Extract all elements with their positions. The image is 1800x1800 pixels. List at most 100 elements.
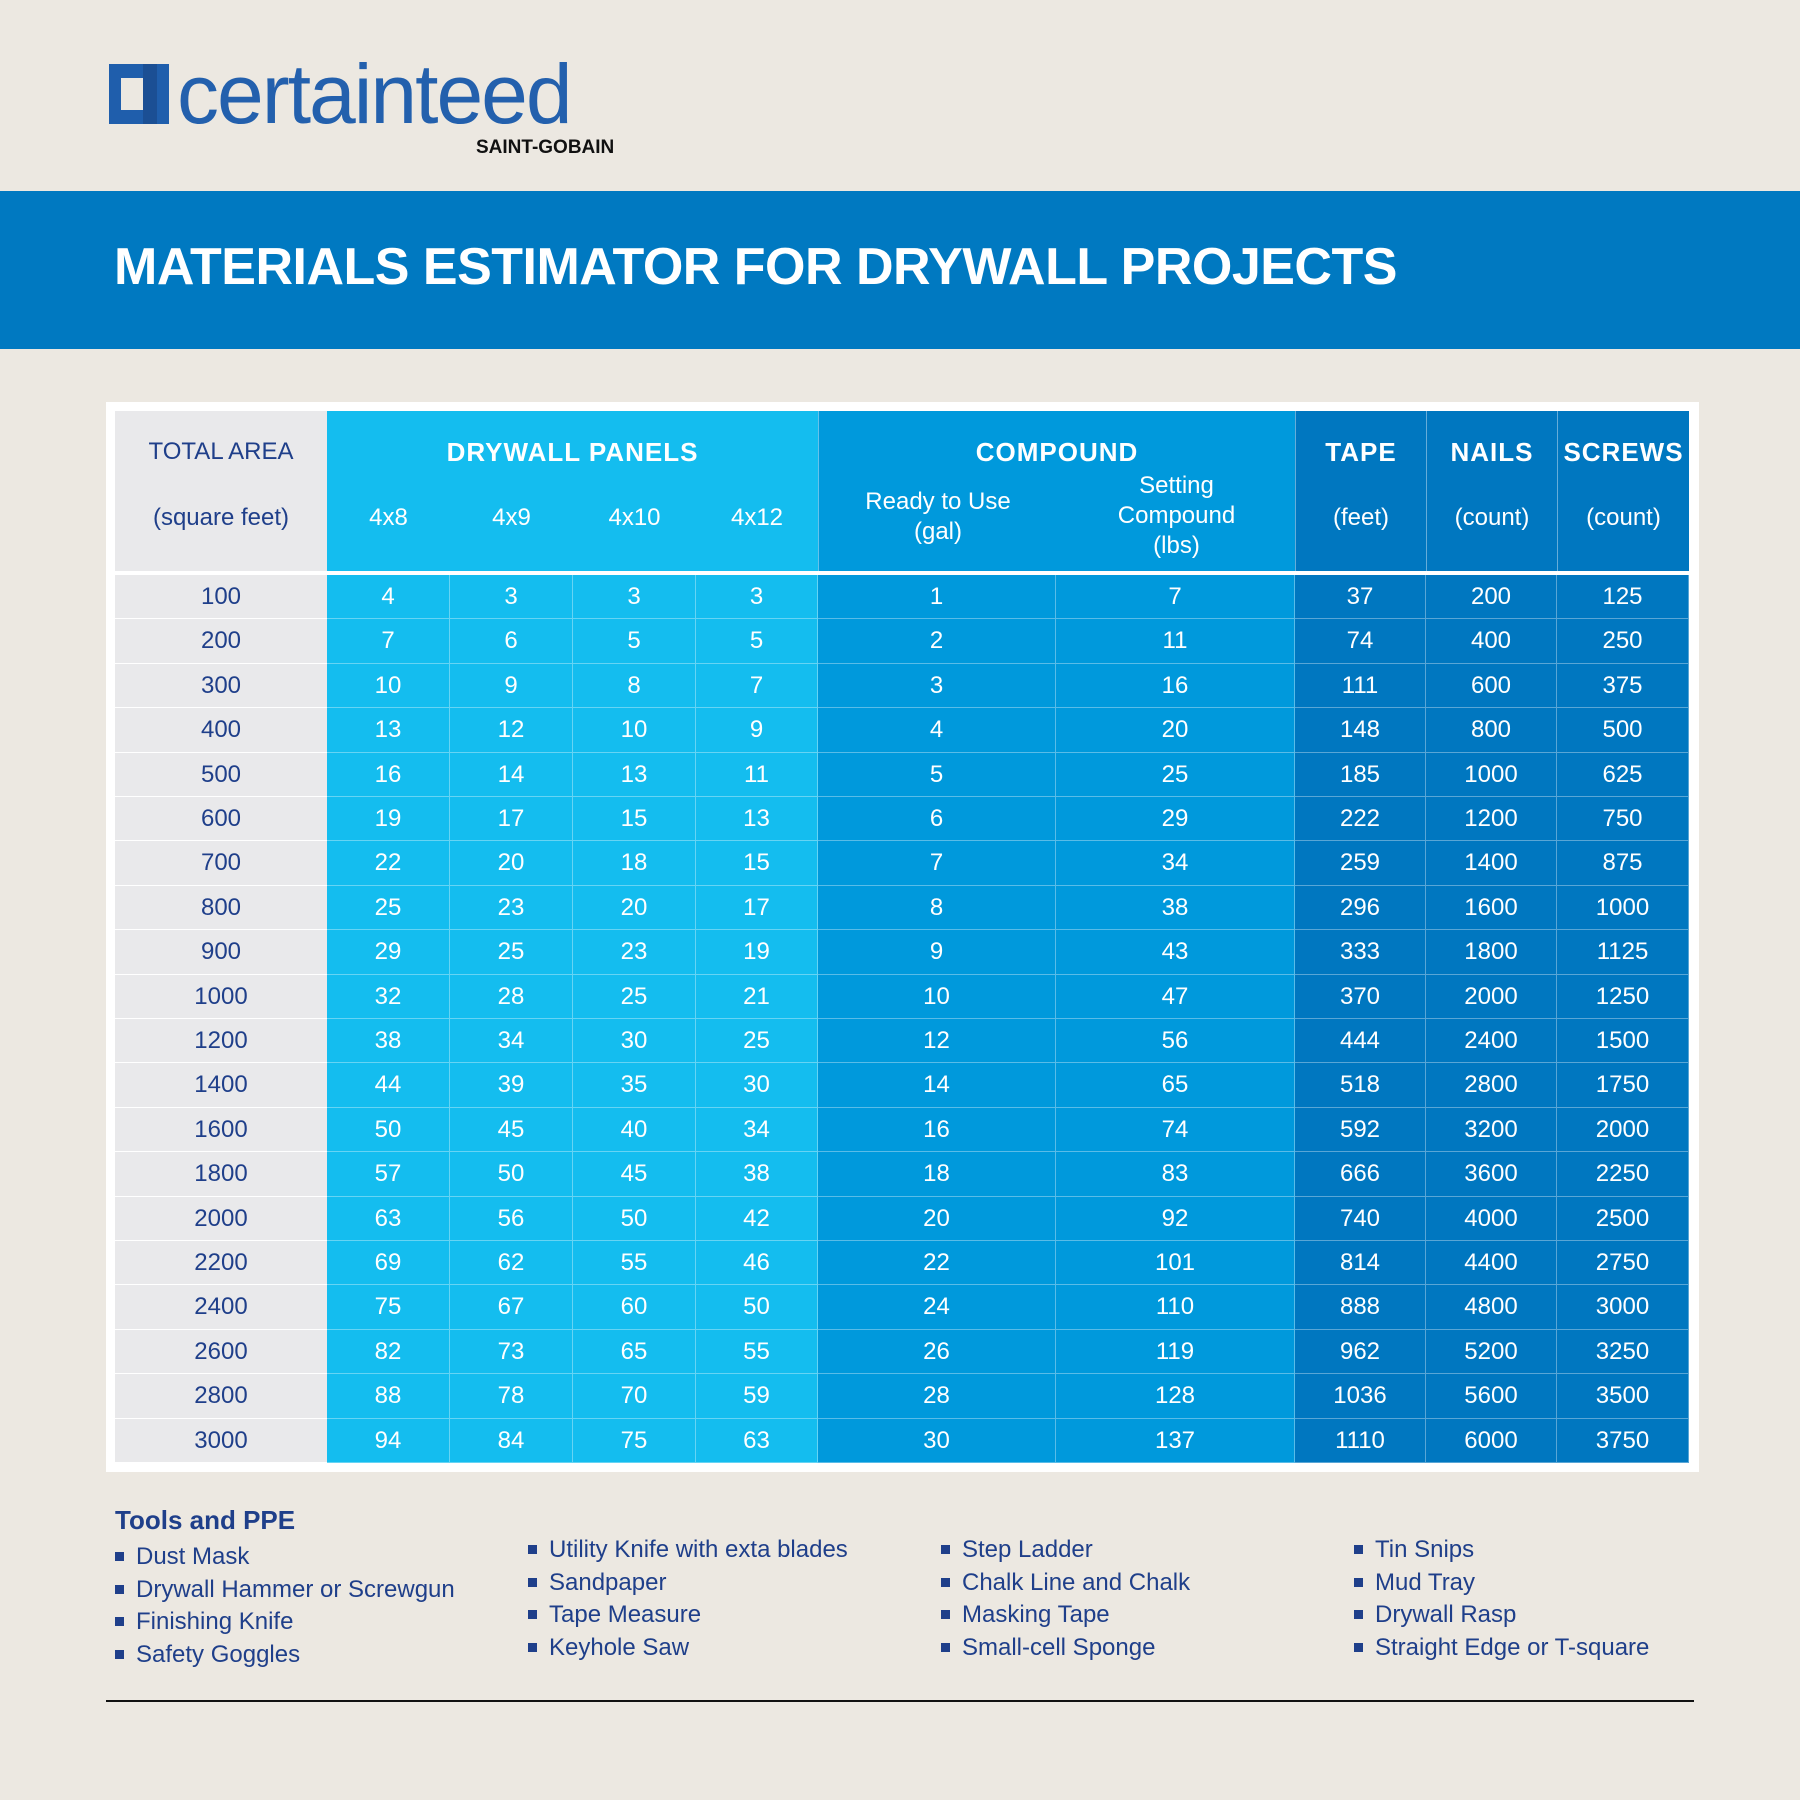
cell-compound-setting: 11	[1056, 619, 1295, 664]
tool-item: Small-cell Sponge	[941, 1632, 1190, 1665]
cell-nails: 2800	[1426, 1063, 1557, 1108]
cell-panel-4x9: 34	[450, 1019, 573, 1064]
cell-panel-4x12: 17	[696, 885, 818, 931]
tool-item: Masking Tape	[941, 1599, 1190, 1632]
tool-item: Drywall Hammer or Screwgun	[115, 1574, 455, 1607]
col-4x9: 4x9	[492, 504, 531, 531]
tool-item: Mud Tray	[1354, 1567, 1649, 1600]
cell-compound-ready-to-use: 6	[818, 797, 1056, 842]
cell-panel-4x8: 32	[327, 974, 450, 1019]
cell-panel-4x8: 13	[327, 708, 450, 753]
cell-panel-4x10: 75	[573, 1418, 696, 1463]
cell-area: 1400	[115, 1063, 327, 1108]
cell-nails: 400	[1426, 619, 1557, 664]
cell-compound-ready-to-use: 5	[818, 752, 1056, 797]
tool-item: Step Ladder	[941, 1534, 1190, 1567]
cell-panel-4x12: 9	[696, 708, 818, 753]
cell-panel-4x10: 70	[573, 1374, 696, 1419]
tool-item: Dust Mask	[115, 1541, 455, 1574]
tool-item: Chalk Line and Chalk	[941, 1567, 1190, 1600]
cell-panel-4x12: 42	[696, 1196, 818, 1241]
cell-panel-4x12: 11	[696, 752, 818, 797]
cell-panel-4x8: 29	[327, 930, 450, 975]
header-tape: TAPE (feet)	[1295, 411, 1426, 571]
cell-panel-4x9: 78	[450, 1374, 573, 1419]
cell-screws: 3000	[1557, 1285, 1689, 1330]
cell-compound-ready-to-use: 8	[818, 885, 1056, 931]
cell-area: 2800	[115, 1374, 327, 1419]
cell-compound-setting: 101	[1056, 1241, 1295, 1286]
cell-compound-ready-to-use: 14	[818, 1063, 1056, 1108]
cell-area: 2200	[115, 1241, 327, 1286]
tools-list-1: Dust Mask Drywall Hammer or Screwgun Fin…	[115, 1541, 455, 1671]
cell-nails: 1200	[1426, 797, 1557, 842]
cell-compound-setting: 83	[1056, 1152, 1295, 1197]
cell-panel-4x8: 75	[327, 1285, 450, 1330]
cell-panel-4x9: 28	[450, 974, 573, 1019]
estimator-table: TOTAL AREA (square feet) DRYWALL PANELS …	[106, 402, 1699, 1472]
cell-compound-setting: 20	[1056, 708, 1295, 753]
cell-compound-setting: 25	[1056, 752, 1295, 797]
cell-nails: 2000	[1426, 974, 1557, 1019]
cell-panel-4x9: 73	[450, 1329, 573, 1375]
cell-nails: 4000	[1426, 1196, 1557, 1241]
cell-nails: 5200	[1426, 1329, 1557, 1375]
cell-compound-ready-to-use: 18	[818, 1152, 1056, 1197]
cell-compound-ready-to-use: 26	[818, 1329, 1056, 1375]
cell-screws: 1125	[1557, 930, 1689, 975]
cell-nails: 4800	[1426, 1285, 1557, 1330]
cell-compound-ready-to-use: 30	[818, 1418, 1056, 1463]
cell-compound-setting: 74	[1056, 1107, 1295, 1153]
cell-screws: 1750	[1557, 1063, 1689, 1108]
cell-screws: 750	[1557, 797, 1689, 842]
cell-panel-4x10: 23	[573, 930, 696, 975]
cell-panel-4x9: 56	[450, 1196, 573, 1241]
cell-panel-4x8: 69	[327, 1241, 450, 1286]
cell-nails: 3200	[1426, 1107, 1557, 1153]
cell-nails: 1000	[1426, 752, 1557, 797]
cell-area: 700	[115, 841, 327, 886]
cell-area: 800	[115, 885, 327, 931]
cell-area: 200	[115, 619, 327, 664]
tool-item: Safety Goggles	[115, 1639, 455, 1672]
nails-unit: (count)	[1454, 504, 1530, 531]
cell-panel-4x8: 38	[327, 1019, 450, 1064]
cell-compound-setting: 92	[1056, 1196, 1295, 1241]
cell-compound-ready-to-use: 4	[818, 708, 1056, 753]
cell-panel-4x12: 21	[696, 974, 818, 1019]
cell-nails: 200	[1426, 575, 1557, 620]
tool-item: Finishing Knife	[115, 1606, 455, 1639]
cell-tape: 333	[1295, 930, 1426, 975]
cell-tape: 666	[1295, 1152, 1426, 1197]
cell-tape: 185	[1295, 752, 1426, 797]
tools-list-3: Step Ladder Chalk Line and Chalk Masking…	[941, 1534, 1190, 1664]
cell-tape: 740	[1295, 1196, 1426, 1241]
col-4x8: 4x8	[369, 504, 408, 531]
cell-panel-4x12: 38	[696, 1152, 818, 1197]
cell-panel-4x8: 10	[327, 663, 450, 709]
cell-panel-4x8: 57	[327, 1152, 450, 1197]
cell-panel-4x9: 25	[450, 930, 573, 975]
cell-panel-4x8: 4	[327, 575, 450, 620]
cell-compound-setting: 43	[1056, 930, 1295, 975]
cell-tape: 888	[1295, 1285, 1426, 1330]
tool-item: Keyhole Saw	[528, 1632, 848, 1665]
cell-panel-4x10: 10	[573, 708, 696, 753]
cell-panel-4x10: 18	[573, 841, 696, 886]
cell-nails: 1600	[1426, 885, 1557, 931]
cell-panel-4x12: 30	[696, 1063, 818, 1108]
col-4x10: 4x10	[608, 504, 661, 531]
cell-panel-4x10: 45	[573, 1152, 696, 1197]
cell-area: 600	[115, 797, 327, 842]
logo-subtitle: SAINT-GOBAIN	[476, 137, 615, 158]
col-setting-compound: Setting Compound (lbs)	[1117, 472, 1236, 559]
cell-area: 1800	[115, 1152, 327, 1197]
panels-title: DRYWALL PANELS	[446, 437, 699, 467]
logo-mark-icon	[109, 64, 169, 124]
cell-panel-4x12: 19	[696, 930, 818, 975]
cell-area: 900	[115, 930, 327, 975]
cell-screws: 1500	[1557, 1019, 1689, 1064]
cell-compound-ready-to-use: 10	[818, 974, 1056, 1019]
cell-compound-ready-to-use: 22	[818, 1241, 1056, 1286]
cell-compound-setting: 56	[1056, 1019, 1295, 1064]
